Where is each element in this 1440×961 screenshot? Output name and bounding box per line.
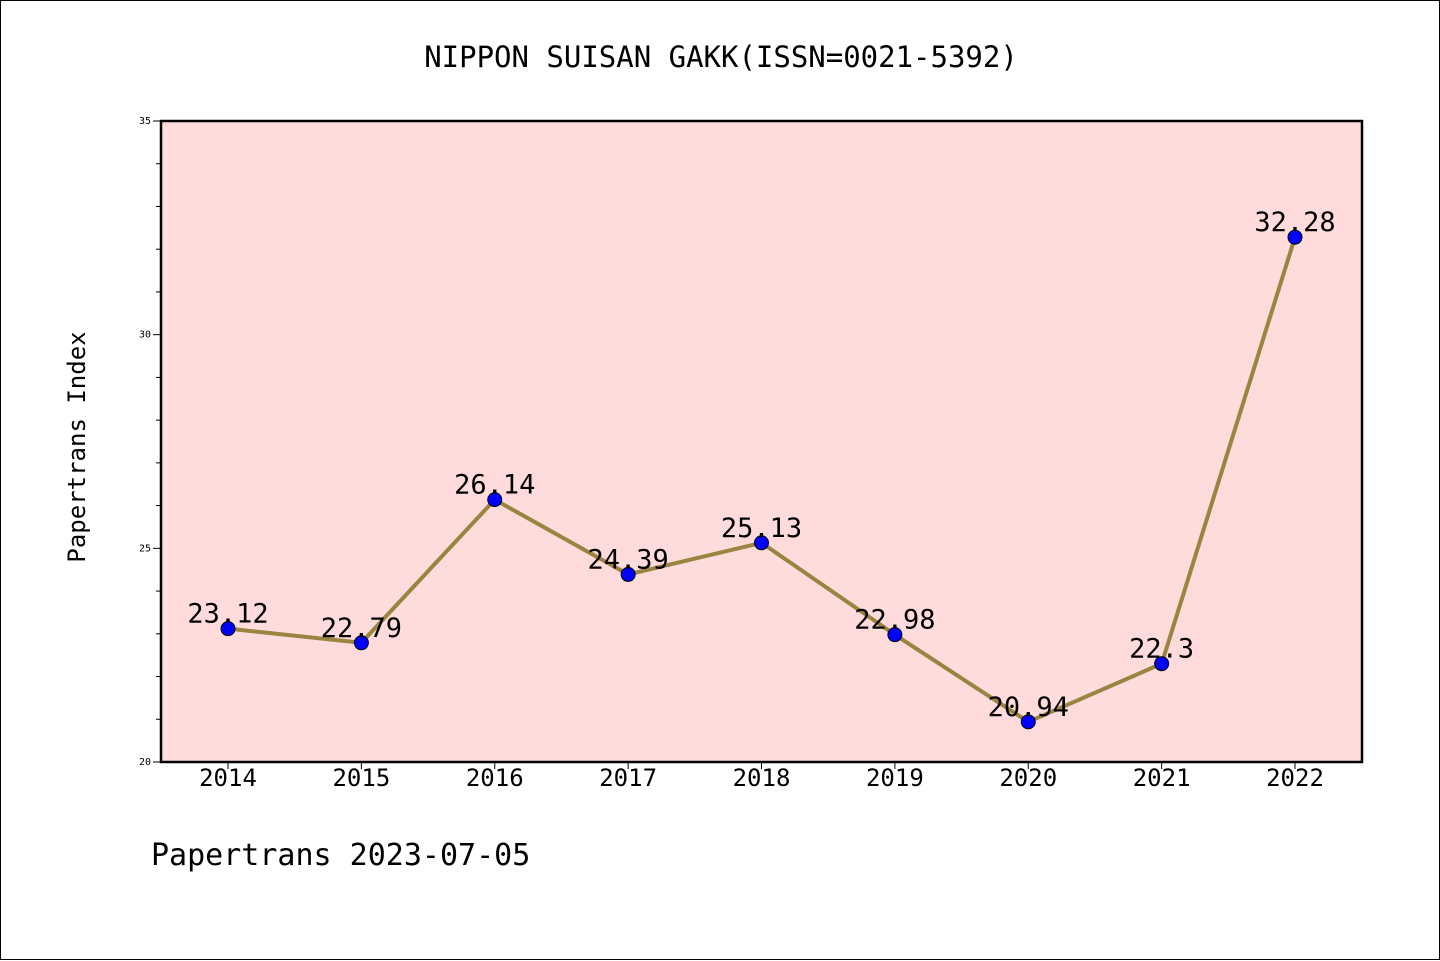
- chart-title: NIPPON SUISAN GAKK(ISSN=0021-5392): [424, 40, 1018, 74]
- x-tick-label: 2018: [733, 764, 791, 792]
- data-label: 22.98: [854, 605, 935, 636]
- y-tick-label: 30: [139, 330, 151, 341]
- y-tick-label: 25: [139, 543, 151, 554]
- data-point: [887, 627, 903, 643]
- data-label: 24.39: [587, 544, 668, 575]
- x-tick-label: 2014: [199, 764, 257, 792]
- data-point: [1154, 656, 1170, 672]
- data-label: 20.94: [988, 692, 1069, 723]
- x-tick-label: 2022: [1266, 764, 1324, 792]
- y-tick-label: 20: [139, 757, 151, 768]
- y-axis-ticks: 20 25 30 35: [139, 116, 161, 768]
- data-point: [220, 621, 236, 637]
- x-axis-ticks: 2014 2015 2016 2017 2018 2019 2020 2021 2022: [199, 762, 1324, 792]
- data-point: [1020, 714, 1036, 730]
- data-label: 32.28: [1254, 207, 1335, 238]
- data-point: [487, 492, 503, 508]
- x-tick-label: 2017: [599, 764, 657, 792]
- data-label: 26.14: [454, 470, 535, 501]
- y-axis-label: Papertrans Index: [63, 331, 91, 562]
- data-point: [620, 566, 636, 582]
- x-tick-label: 2015: [332, 764, 390, 792]
- x-tick-label: 2020: [999, 764, 1057, 792]
- x-tick-label: 2019: [866, 764, 924, 792]
- x-tick-label: 2021: [1133, 764, 1191, 792]
- data-labels: 23.12 22.79 26.14 24.39 25.13 22.98 20.94 22.3 3…: [187, 207, 1335, 723]
- y-tick-label: 35: [139, 116, 151, 127]
- data-point: [353, 635, 369, 651]
- data-label: 22.79: [321, 613, 402, 644]
- x-tick-label: 2016: [466, 764, 524, 792]
- data-point: [754, 535, 769, 551]
- data-point: [1287, 229, 1303, 245]
- plot-border: [159, 119, 1364, 764]
- data-label: 22.3: [1129, 634, 1194, 665]
- plot-area: [161, 121, 1362, 762]
- data-label: 23.12: [187, 599, 268, 630]
- data-markers: [220, 229, 1303, 730]
- data-label: 25.13: [721, 513, 802, 544]
- footer-text: Papertrans 2023-07-05: [151, 838, 530, 873]
